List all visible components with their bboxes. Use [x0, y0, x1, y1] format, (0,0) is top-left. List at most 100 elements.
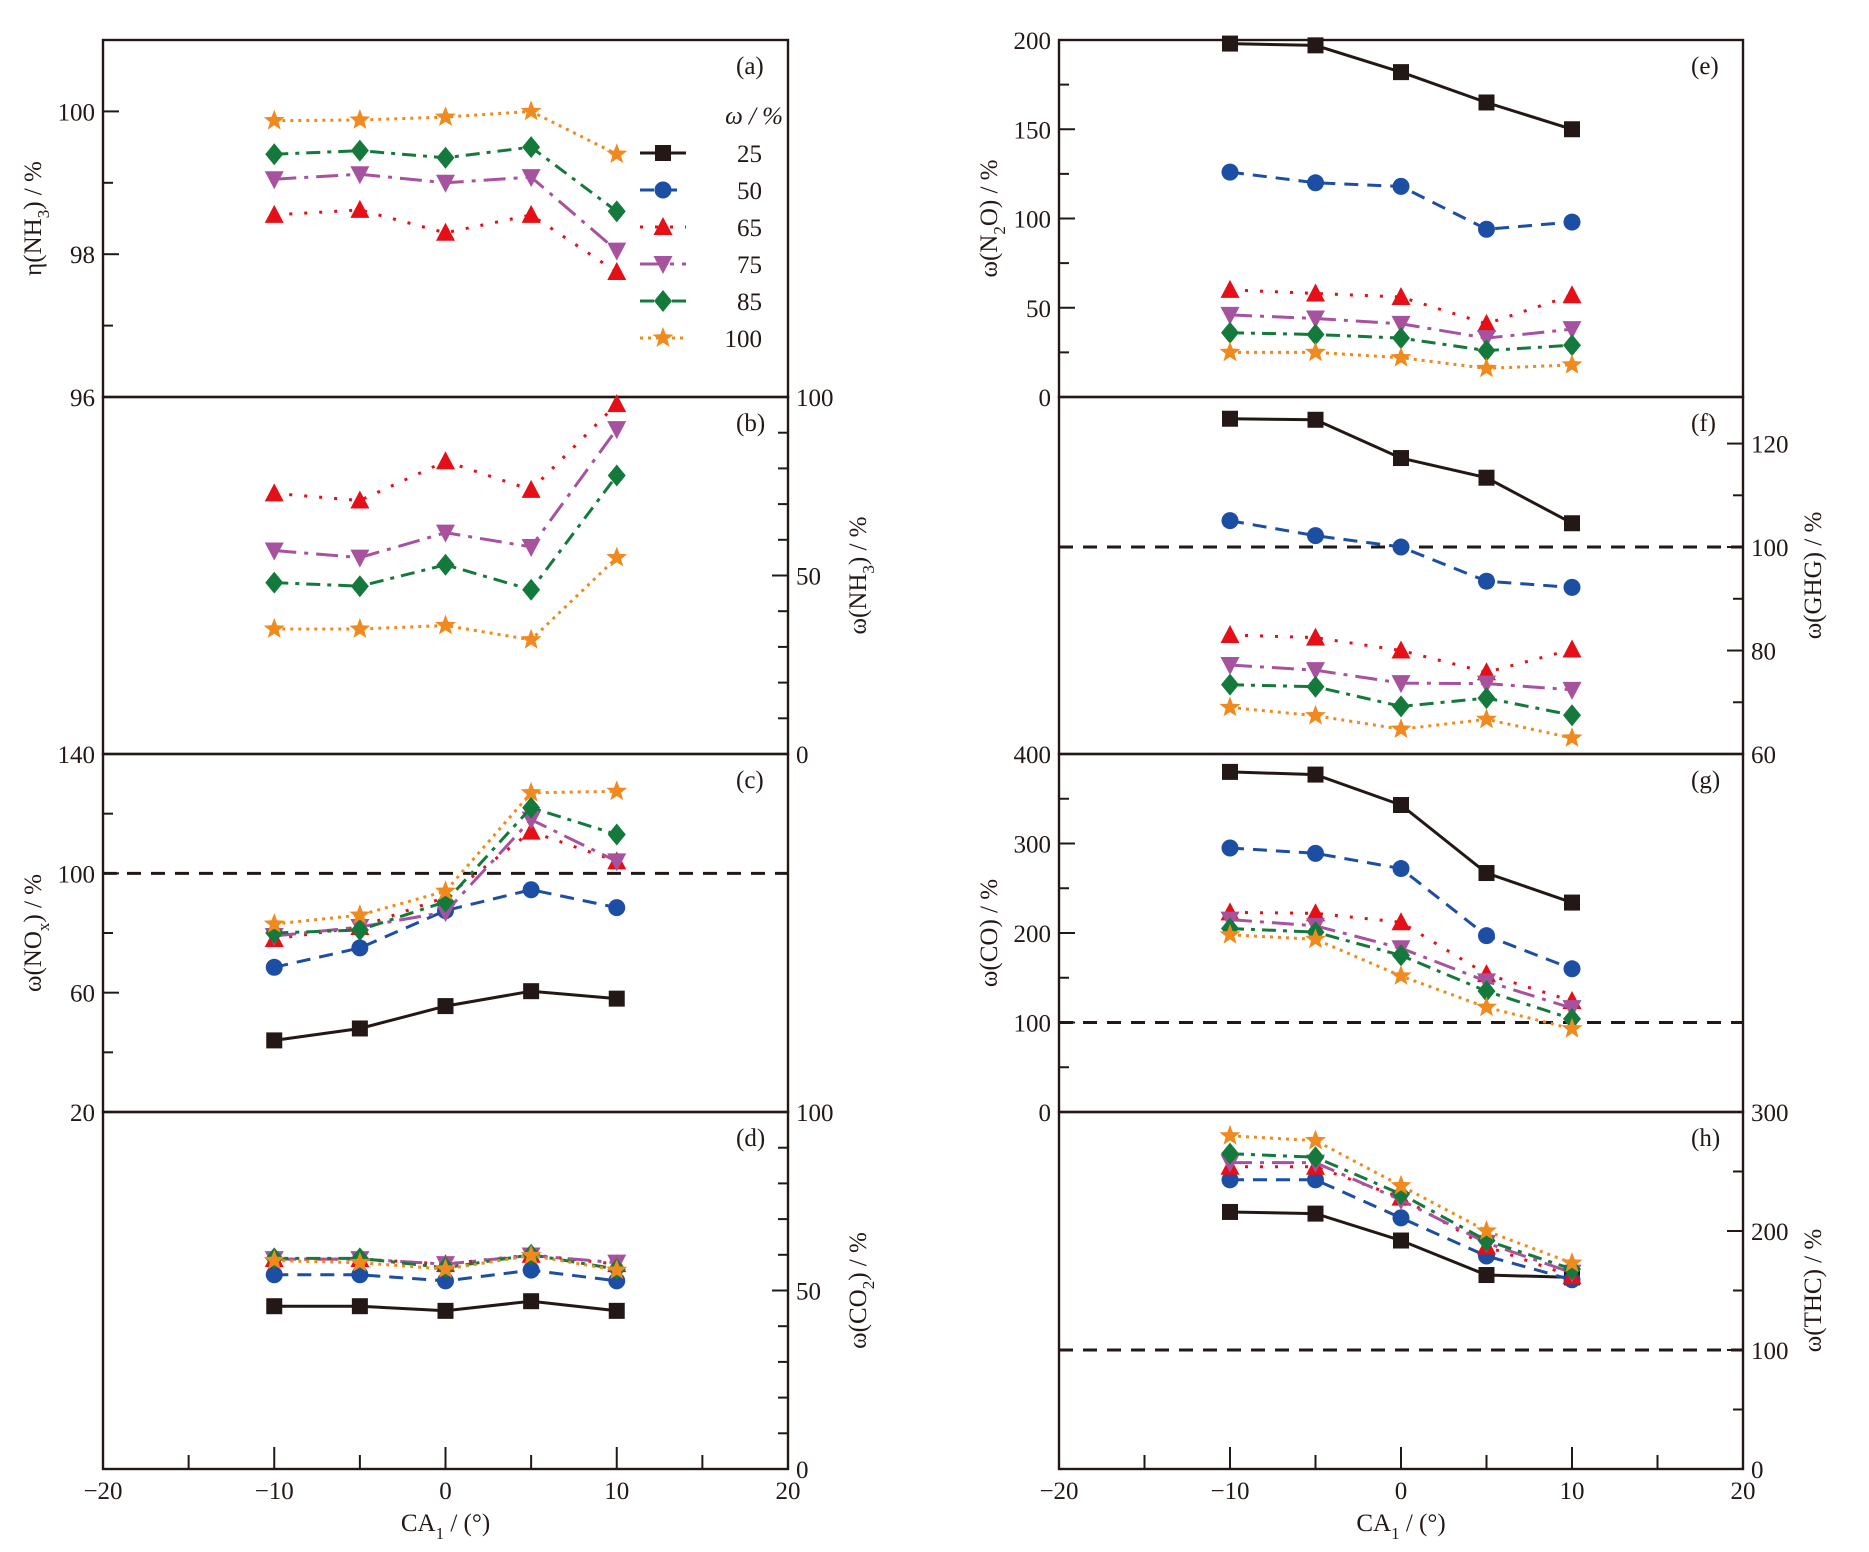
data-point [1477, 330, 1496, 349]
data-point [522, 578, 541, 601]
x-tick-label: 20 [1731, 1478, 1756, 1505]
data-point [1562, 681, 1582, 700]
data-point [436, 451, 455, 470]
data-point [1392, 327, 1410, 350]
data-point [1562, 285, 1582, 304]
x-tick-label: 20 [776, 1478, 801, 1505]
x-label-tail: / (°) [444, 1510, 490, 1537]
data-point [1391, 315, 1411, 334]
series-100 [1219, 696, 1583, 747]
panel-label: (f) [1691, 410, 1716, 437]
data-point [264, 542, 284, 561]
y-tick-label: 300 [1751, 1100, 1789, 1127]
data-point [1478, 469, 1495, 486]
data-point [1307, 766, 1324, 783]
y-label-main: ω(NH [845, 574, 872, 635]
series-85 [265, 464, 626, 601]
data-point [265, 571, 284, 594]
legend-entry-75: 75 [640, 252, 762, 279]
data-point [266, 1032, 283, 1049]
legend-entry-25: 25 [640, 141, 762, 168]
series-line [1229, 705, 1573, 740]
y-axis-label: η(NH3) / % [20, 161, 53, 276]
data-point [1393, 64, 1409, 81]
y-tick-label: 400 [1014, 742, 1052, 769]
y-tick-label: 50 [796, 1279, 821, 1306]
data-point [350, 919, 369, 942]
data-point [349, 1251, 371, 1272]
data-point [1221, 512, 1239, 530]
data-point [350, 139, 369, 162]
data-point [608, 899, 626, 917]
legend-label: 50 [737, 178, 762, 205]
data-point [1306, 310, 1325, 329]
series-line [1229, 910, 1573, 1003]
data-point [436, 904, 455, 923]
series-100 [263, 100, 628, 164]
data-point [522, 1261, 540, 1279]
data-point [1307, 1205, 1324, 1222]
data-point [520, 1244, 542, 1265]
data-point [1561, 1252, 1583, 1272]
data-point [1221, 839, 1239, 857]
series-25 [1222, 410, 1580, 532]
y-tick-label: 100 [1014, 1011, 1052, 1038]
data-point [437, 1272, 454, 1290]
series-75 [1220, 306, 1582, 349]
series-65 [264, 199, 627, 281]
y-tick-label: 100 [796, 385, 834, 412]
data-point [1306, 323, 1325, 346]
series-25 [266, 1293, 625, 1319]
data-point [1220, 625, 1240, 643]
x-tick-label: 10 [604, 1478, 629, 1505]
series-line [274, 109, 618, 156]
y-tick-label: 100 [1751, 1338, 1789, 1365]
y-tick-label: 0 [1039, 385, 1052, 412]
data-point [436, 553, 455, 576]
data-point [1478, 865, 1495, 882]
legend-entry-65: 65 [640, 215, 762, 242]
data-point [1476, 708, 1497, 729]
data-point [435, 614, 456, 635]
x-tick-label: −20 [1039, 1478, 1078, 1505]
x-tick-label: −10 [255, 1478, 294, 1505]
data-point [607, 853, 627, 872]
data-point [1392, 944, 1410, 967]
y-tick-label: 200 [1014, 921, 1052, 948]
data-point [523, 1293, 540, 1310]
panel-e: 0 50 100 150 200 ω(N2O) / % (e) [976, 28, 1745, 412]
y-label-tail: ) / % [976, 879, 1003, 928]
data-point [349, 618, 371, 638]
y-axis-label: ω(CO2) / % [845, 1232, 878, 1349]
data-point [522, 796, 541, 819]
series-100 [263, 1244, 628, 1280]
series-65 [1220, 625, 1582, 681]
data-point [1307, 844, 1324, 862]
data-point [1391, 912, 1411, 931]
panel-label: (e) [1691, 53, 1719, 80]
data-point [1393, 450, 1409, 467]
data-point [520, 100, 542, 121]
data-point [522, 881, 540, 899]
y-tick-label: 50 [1026, 296, 1051, 323]
data-point [1306, 903, 1325, 922]
x-tick-label: −20 [83, 1478, 122, 1505]
data-point [1219, 1124, 1241, 1145]
data-point [350, 490, 370, 509]
data-point [263, 1249, 285, 1270]
data-point [522, 136, 541, 159]
data-point [1562, 321, 1582, 340]
data-point [1477, 313, 1496, 332]
data-point [521, 479, 541, 498]
panel-label: (h) [1691, 1125, 1720, 1152]
data-point [1220, 279, 1240, 298]
data-point [606, 546, 628, 567]
y-tick-label: 0 [796, 742, 809, 769]
legend-label: 75 [737, 252, 762, 279]
series-100 [1219, 341, 1583, 378]
data-point [1219, 923, 1241, 944]
panel-c: 20 60 100 140 ω(NOx) / % (c) [20, 742, 790, 1127]
panel-label: (d) [736, 1125, 765, 1152]
